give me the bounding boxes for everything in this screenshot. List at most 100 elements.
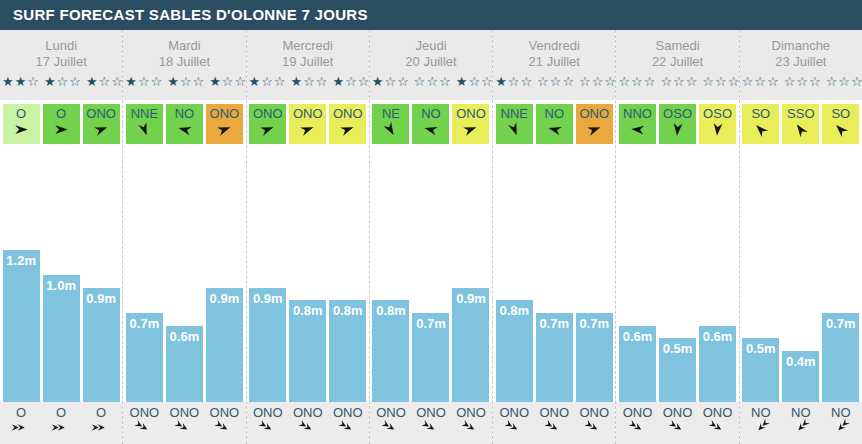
wind-cell: NNE <box>496 104 533 144</box>
swell-direction-label: ONO <box>249 405 286 421</box>
day-name: Samedi <box>616 38 738 54</box>
swell-item: ONO <box>166 405 203 444</box>
day-name: Dimanche <box>740 38 862 54</box>
wind-arrow-icon <box>585 120 604 139</box>
wind-row: NNOOSOOSO <box>616 100 738 162</box>
wind-cell: ONO <box>329 104 366 144</box>
swell-arrow-icon <box>502 417 526 438</box>
star-group-icon: ★☆☆ <box>291 74 329 89</box>
star-group-icon: ★☆☆ <box>372 74 410 89</box>
wave-bars: 0.6m0.5m0.6m <box>616 162 738 402</box>
swell-arrow-icon <box>706 417 730 438</box>
swell-direction-label: ONO <box>619 405 656 421</box>
day-date: 20 Juillet <box>370 54 492 70</box>
swell-arrow-icon <box>173 417 197 438</box>
day-date: 21 Juillet <box>493 54 615 70</box>
swell-direction-label: ONO <box>536 405 573 421</box>
swell-row: ONOONOONO <box>616 402 738 444</box>
wave-height-bar: 0.6m <box>166 326 203 402</box>
swell-item: ONO <box>659 405 696 444</box>
swell-row: NONONO <box>740 402 862 444</box>
wind-cell: O <box>43 104 80 144</box>
wind-cell: SO <box>822 104 859 144</box>
star-group-icon: ☆☆☆ <box>660 74 698 89</box>
swell-arrow-icon <box>582 417 606 438</box>
wave-height-bar: 0.7m <box>536 313 573 402</box>
swell-item: ONO <box>249 405 286 444</box>
wind-direction-label: NO <box>412 106 449 122</box>
star-group-icon: ★☆☆ <box>333 74 371 89</box>
star-group-icon: ★☆☆ <box>456 74 494 89</box>
swell-direction-label: ONO <box>329 405 366 421</box>
day-name: Vendredi <box>493 38 615 54</box>
star-group-icon: ★☆☆ <box>249 74 287 89</box>
star-group-icon: ☆☆☆ <box>414 74 452 89</box>
wave-height-bar: 0.8m <box>329 300 366 402</box>
day-column: Mercredi 19 Juillet ★☆☆★☆☆★☆☆ ONOONOONO … <box>247 30 370 444</box>
wind-direction-label: ONO <box>206 106 243 122</box>
wind-arrow-icon <box>629 121 645 137</box>
swell-item: ONO <box>496 405 533 444</box>
wind-cell: NNO <box>619 104 656 144</box>
wind-cell: OSO <box>659 104 696 144</box>
wave-height-bar: 0.8m <box>289 300 326 402</box>
wind-arrow-icon <box>461 120 480 139</box>
day-header: Lundi 17 Juillet ★★☆★☆☆★☆☆ <box>0 30 122 100</box>
wind-cell: NO <box>166 104 203 144</box>
wind-arrow-icon <box>54 122 69 137</box>
star-group-icon: ★☆☆ <box>86 74 124 89</box>
swell-item: NO <box>782 405 819 444</box>
wind-row: OOONO <box>0 100 122 162</box>
wind-cell: ONO <box>206 104 243 144</box>
star-rating: ★☆☆★☆☆★☆☆ <box>123 74 245 89</box>
swell-direction-label: ONO <box>659 405 696 421</box>
swell-item: ONO <box>412 405 449 444</box>
wave-height-bar: 1.2m <box>3 250 40 402</box>
wave-height-bar: 0.9m <box>249 288 286 402</box>
swell-item: ONO <box>372 405 409 444</box>
wave-bars: 0.5m0.4m0.7m <box>740 162 862 402</box>
wind-direction-label: O <box>43 106 80 122</box>
wind-cell: SSO <box>782 104 819 144</box>
swell-arrow-icon <box>296 417 320 438</box>
wind-arrow-icon <box>14 122 29 137</box>
swell-row: OOO <box>0 402 122 444</box>
swell-direction-label: ONO <box>412 405 449 421</box>
wave-height-bar: 0.7m <box>576 313 613 402</box>
wind-cell: ONO <box>83 104 120 144</box>
wind-arrow-icon <box>135 120 154 139</box>
swell-item: NO <box>822 405 859 444</box>
wave-height-bar: 0.6m <box>699 326 736 402</box>
swell-item: ONO <box>452 405 489 444</box>
day-column: Dimanche 23 Juillet ☆☆☆☆☆☆☆☆☆ SOSSOSO 0.… <box>740 30 862 444</box>
swell-arrow-icon <box>626 417 650 438</box>
swell-arrow-icon <box>11 421 31 434</box>
wave-height-bar: 0.9m <box>83 288 120 402</box>
wind-cell: OSO <box>699 104 736 144</box>
swell-row: ONOONOONO <box>247 402 369 444</box>
day-column: Samedi 22 Juillet ☆☆☆☆☆☆☆☆☆ NNOOSOOSO 0.… <box>616 30 739 444</box>
swell-row: ONOONOONO <box>493 402 615 444</box>
swell-arrow-icon <box>542 417 566 438</box>
day-column: Jeudi 20 Juillet ★☆☆☆☆☆★☆☆ NENOONO 0.8m0… <box>370 30 493 444</box>
wave-height-bar: 0.7m <box>126 313 163 402</box>
swell-item: ONO <box>536 405 573 444</box>
swell-direction-label: O <box>43 405 80 421</box>
wind-arrow-icon <box>175 120 193 138</box>
wind-direction-label: OSO <box>699 106 736 122</box>
wave-bars: 1.2m1.0m0.9m <box>0 162 122 402</box>
star-group-icon: ☆☆☆ <box>579 74 617 89</box>
swell-item: ONO <box>126 405 163 444</box>
wind-direction-label: NO <box>536 106 573 122</box>
day-date: 23 Juillet <box>740 54 862 70</box>
swell-direction-label: ONO <box>372 405 409 421</box>
wind-arrow-icon <box>258 120 277 139</box>
wind-arrow-icon <box>338 120 357 139</box>
surf-forecast-widget: SURF FORECAST SABLES D'OLONNE 7 JOURS Lu… <box>0 0 862 444</box>
swell-direction-label: ONO <box>699 405 736 421</box>
wind-cell: ONO <box>249 104 286 144</box>
swell-direction-label: ONO <box>126 405 163 421</box>
swell-item: ONO <box>619 405 656 444</box>
star-group-icon: ☆☆☆ <box>784 74 822 89</box>
day-column: Mardi 18 Juillet ★☆☆★☆☆★☆☆ NNENOONO 0.7m… <box>123 30 246 444</box>
